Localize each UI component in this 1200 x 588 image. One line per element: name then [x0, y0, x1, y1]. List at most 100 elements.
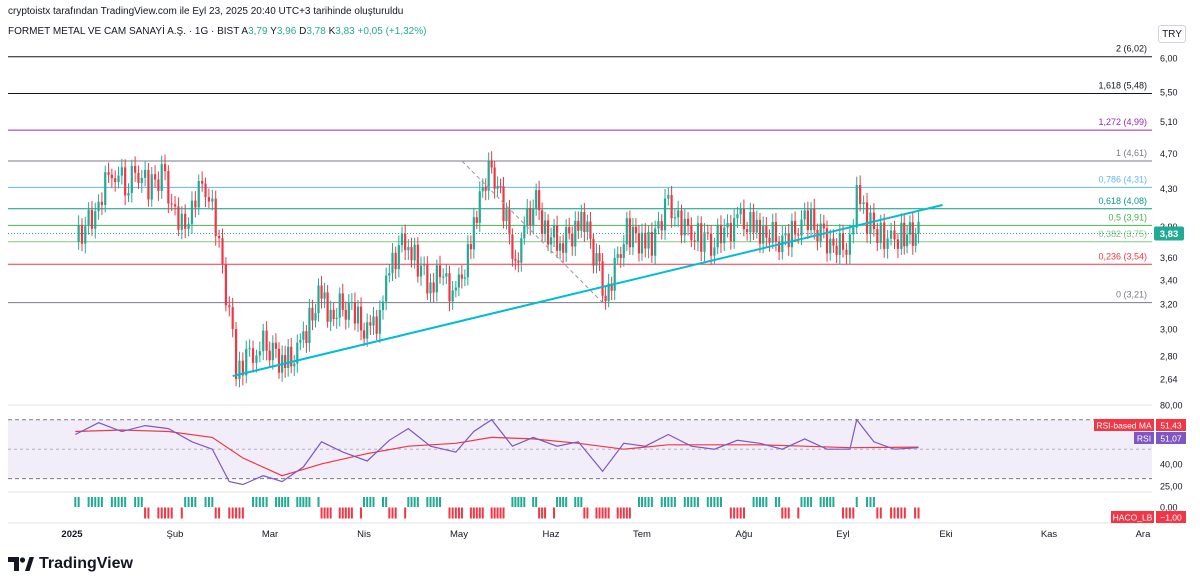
candle-body	[438, 265, 442, 278]
haco-bar-up	[124, 497, 127, 507]
candle-body	[372, 316, 375, 326]
fib-level-label: 0,618 (4,08)	[1098, 196, 1147, 206]
haco-bar-up	[644, 497, 647, 507]
candle-body	[394, 252, 397, 270]
candle-body	[332, 309, 335, 319]
candle-body	[248, 348, 251, 350]
candle-body	[809, 208, 813, 231]
candle-body	[344, 309, 347, 320]
candle-body	[628, 218, 631, 248]
candle-body	[555, 225, 559, 251]
candle-body	[391, 252, 394, 274]
haco-bar-up	[296, 497, 299, 507]
candle-body	[580, 212, 583, 231]
haco-bar-down	[460, 507, 463, 519]
fib-level-label: 0,382 (3,75)	[1098, 229, 1147, 239]
haco-bar-down	[628, 507, 631, 519]
candle-body	[508, 209, 511, 235]
haco-bar-up	[87, 497, 90, 507]
candle-body	[562, 243, 565, 253]
haco-bar-up	[826, 497, 829, 507]
candle-body	[245, 348, 248, 376]
haco-bar-up	[758, 497, 761, 507]
candle-body	[742, 209, 745, 230]
candle-body	[859, 185, 862, 205]
time-axis-label: Şub	[167, 529, 184, 540]
haco-bar-up	[664, 497, 667, 507]
tradingview-logo-icon	[8, 557, 34, 571]
currency-button[interactable]: TRY	[1158, 25, 1186, 43]
haco-bar-down	[454, 507, 457, 519]
candle-body	[177, 206, 180, 230]
candle-body	[184, 213, 187, 229]
fib-level-label: 2 (6,02)	[1116, 44, 1147, 54]
candle-body	[130, 165, 133, 193]
symbol-name[interactable]: FORMET METAL VE CAM SANAYİ A.Ş. · 1G · B…	[8, 26, 240, 37]
haco-bar-down	[917, 507, 920, 519]
fib-level-label: 0,5 (3,91)	[1108, 212, 1147, 222]
haco-bar-up	[822, 497, 825, 507]
haco-bar-up	[778, 497, 781, 507]
haco-bar-down	[160, 507, 163, 519]
haco-bar-up	[713, 497, 716, 507]
candle-body	[274, 342, 278, 349]
candle-body	[559, 243, 562, 251]
candle-body	[568, 227, 571, 234]
candle-body	[879, 222, 882, 243]
haco-bar-up	[535, 497, 538, 507]
candle-body	[696, 223, 700, 242]
haco-bar-down	[499, 507, 502, 519]
candle-body	[238, 360, 241, 380]
rsi-value-tag	[1156, 432, 1186, 444]
price-axis-label: 6,00	[1160, 54, 1178, 64]
price-axis-label: 3,60	[1160, 253, 1178, 263]
candle-body	[363, 330, 366, 339]
time-axis-label: Haz	[543, 529, 560, 540]
rsi-name: RSI	[1137, 434, 1151, 444]
candle-body	[448, 273, 451, 302]
haco-bar-up	[690, 497, 693, 507]
candle-body	[251, 348, 255, 363]
haco-bar-down	[541, 507, 544, 519]
haco-bar-up	[369, 497, 372, 507]
candle-body	[813, 208, 816, 230]
candle-body	[529, 208, 532, 226]
candle-body	[784, 233, 787, 236]
candle-body	[634, 226, 638, 234]
candle-body	[619, 254, 622, 259]
candle-body	[104, 172, 107, 205]
fib-anchor-line[interactable]	[461, 160, 603, 303]
candle-body	[466, 244, 469, 278]
haco-bar-down	[329, 507, 332, 519]
haco-bar-up	[869, 497, 872, 507]
haco-bar-down	[842, 507, 844, 519]
candle-body	[657, 221, 660, 229]
low-value: 3,78	[306, 26, 326, 37]
haco-bar-down	[481, 507, 484, 519]
haco-bar-down	[787, 507, 790, 519]
haco-bar-down	[164, 507, 167, 519]
haco-bar-down	[598, 507, 601, 519]
haco-bar-down	[743, 507, 745, 519]
candle-body	[100, 201, 104, 205]
candle-body	[378, 310, 381, 334]
haco-bar-down	[502, 507, 505, 519]
candle-body	[277, 348, 281, 373]
candle-body	[317, 285, 320, 314]
haco-bar-up	[774, 497, 777, 507]
candle-body	[326, 292, 329, 322]
candle-body	[490, 160, 493, 168]
candle-body	[293, 363, 296, 367]
candle-body	[442, 276, 445, 278]
haco-bar-up	[110, 497, 113, 507]
candle-body	[460, 274, 463, 279]
rsi-ma-value: 51,43	[1160, 421, 1182, 431]
candle-body	[797, 234, 800, 236]
candle-body	[262, 330, 265, 352]
candle-body	[454, 287, 457, 291]
candle-body	[535, 190, 538, 209]
haco-bar-up	[265, 497, 268, 507]
candle-body	[163, 164, 167, 172]
candle-body	[120, 167, 123, 176]
